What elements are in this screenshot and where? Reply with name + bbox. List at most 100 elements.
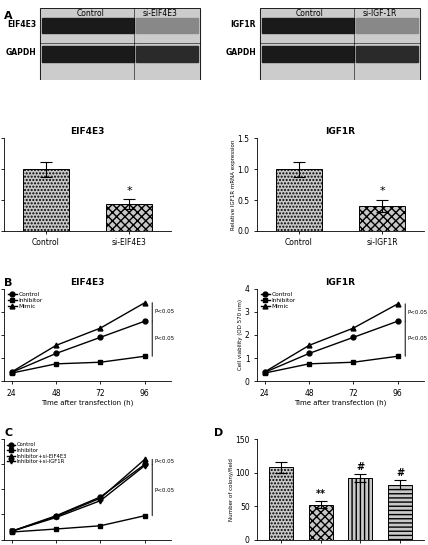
Text: #: #: [356, 462, 364, 472]
Line: Inhibitor: Inhibitor: [9, 513, 147, 535]
Line: Inhibitor+si-EIF4E3: Inhibitor+si-EIF4E3: [9, 457, 147, 534]
Bar: [42, 46, 134, 62]
Bar: [42, 17, 134, 33]
Text: P<0.05: P<0.05: [154, 459, 174, 464]
Bar: [359, 206, 405, 231]
Title: IGF1R: IGF1R: [326, 128, 356, 136]
Bar: [309, 505, 333, 540]
Title: EIF4E3: EIF4E3: [70, 128, 105, 136]
Legend: Control, Inhibitor, Inhibitor+si-EIF4E3, Inhibitor+si-IGF1R: Control, Inhibitor, Inhibitor+si-EIF4E3,…: [7, 442, 68, 465]
Text: GAPDH: GAPDH: [225, 49, 256, 57]
Line: Control: Control: [9, 462, 147, 534]
Line: Mimic: Mimic: [262, 301, 400, 374]
Inhibitor: [9, 370, 14, 377]
Text: si-IGF-1R: si-IGF-1R: [363, 9, 397, 18]
Text: P<0.05: P<0.05: [154, 488, 174, 493]
Inhibitor: [98, 523, 103, 529]
Title: EIF4E3: EIF4E3: [70, 277, 105, 287]
Inhibitor: [395, 353, 401, 360]
Inhibitor+si-IGF1R: [98, 498, 103, 504]
Inhibitor: [142, 353, 147, 360]
Inhibitor+si-EIF4E3: [142, 456, 147, 463]
Control: [262, 369, 267, 376]
Bar: [356, 17, 418, 33]
Line: Control: Control: [9, 319, 147, 375]
Line: Control: Control: [262, 319, 400, 375]
Bar: [348, 478, 372, 540]
Text: *: *: [126, 186, 132, 196]
Title: IGF1R: IGF1R: [326, 277, 356, 287]
Control: [54, 350, 59, 357]
Bar: [106, 204, 152, 231]
Text: Control: Control: [296, 9, 324, 18]
Line: Mimic: Mimic: [9, 300, 147, 374]
Mimic: [142, 299, 147, 306]
Control: [54, 512, 59, 519]
Control: [395, 318, 401, 324]
Text: P<0.05: P<0.05: [154, 336, 174, 341]
Text: D: D: [214, 428, 223, 438]
Control: [98, 494, 103, 500]
Inhibitor: [54, 526, 59, 532]
Text: P<0.05: P<0.05: [407, 336, 427, 341]
Bar: [356, 46, 418, 62]
Bar: [260, 8, 420, 81]
Bar: [23, 169, 69, 231]
Inhibitor: [306, 361, 312, 367]
Inhibitor: [54, 361, 59, 367]
Text: C: C: [4, 428, 12, 438]
Bar: [269, 467, 293, 540]
Text: IGF1R: IGF1R: [230, 20, 256, 28]
Control: [351, 334, 356, 341]
Inhibitor: [9, 529, 14, 535]
Control: [98, 334, 103, 341]
Inhibitor+si-EIF4E3: [54, 513, 59, 520]
Inhibitor: [262, 370, 267, 377]
Control: [9, 528, 14, 535]
Text: **: **: [316, 489, 326, 499]
X-axis label: Time after transfection (h): Time after transfection (h): [294, 399, 386, 405]
Control: [306, 350, 312, 357]
Bar: [40, 8, 200, 81]
Control: [142, 318, 147, 324]
Y-axis label: Relative IGF1R mRNA expression: Relative IGF1R mRNA expression: [231, 140, 236, 230]
Text: EIF4E3: EIF4E3: [7, 20, 36, 28]
Bar: [136, 17, 198, 33]
Text: P<0.05: P<0.05: [407, 310, 427, 315]
Inhibitor+si-EIF4E3: [9, 528, 14, 535]
Inhibitor: [351, 359, 356, 366]
X-axis label: Time after transfection (h): Time after transfection (h): [42, 399, 134, 405]
Bar: [276, 169, 322, 231]
Mimic: [9, 368, 14, 375]
Bar: [136, 46, 198, 62]
Text: P<0.05: P<0.05: [154, 310, 174, 314]
Inhibitor+si-IGF1R: [142, 462, 147, 469]
Mimic: [395, 301, 401, 307]
Inhibitor: [142, 512, 147, 519]
Bar: [40, 8, 200, 81]
Y-axis label: Number of colony/field: Number of colony/field: [229, 458, 234, 521]
Control: [142, 461, 147, 468]
Text: B: B: [4, 278, 13, 288]
Bar: [262, 17, 354, 33]
Mimic: [54, 342, 59, 349]
Inhibitor+si-IGF1R: [9, 528, 14, 535]
Text: *: *: [379, 186, 385, 196]
Bar: [388, 485, 412, 540]
Mimic: [351, 325, 356, 331]
Inhibitor+si-IGF1R: [54, 514, 59, 520]
Bar: [260, 8, 420, 81]
Inhibitor+si-EIF4E3: [98, 495, 103, 501]
Line: Inhibitor: Inhibitor: [262, 354, 400, 376]
Line: Inhibitor: Inhibitor: [9, 354, 147, 376]
Legend: Control, Inhibitor, Mimic: Control, Inhibitor, Mimic: [260, 292, 296, 310]
Mimic: [262, 368, 267, 375]
Control: [9, 369, 14, 376]
Mimic: [98, 325, 103, 331]
Inhibitor: [98, 359, 103, 366]
Text: GAPDH: GAPDH: [6, 49, 36, 57]
Text: Control: Control: [76, 9, 104, 18]
Mimic: [306, 342, 312, 349]
Text: #: #: [396, 468, 404, 478]
Y-axis label: Cell viability (OD 570 nm): Cell viability (OD 570 nm): [238, 300, 244, 371]
